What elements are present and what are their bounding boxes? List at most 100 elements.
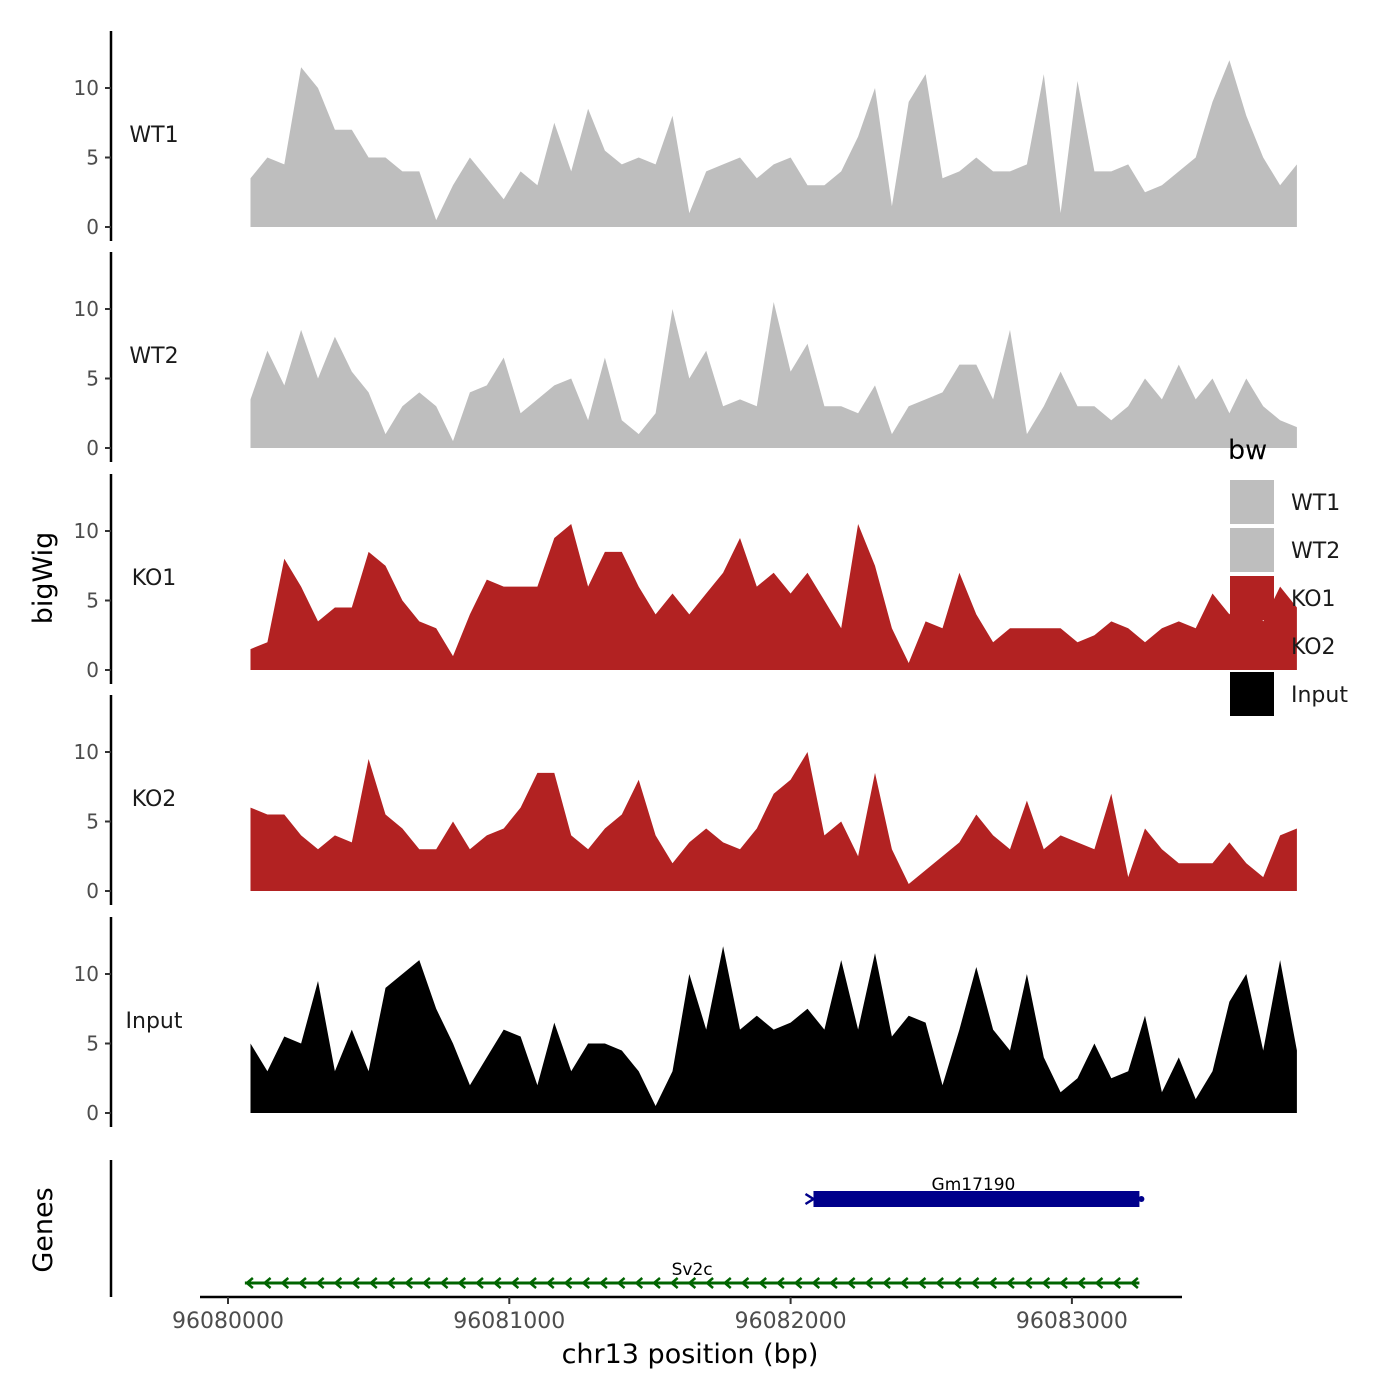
y-tick-label: 0 (86, 1101, 99, 1125)
strand-arrow (298, 1277, 307, 1289)
legend-label-input: Input (1291, 683, 1348, 708)
strand-arrow (652, 1277, 661, 1289)
y-tick-label: 10 (74, 76, 99, 100)
strand-arrow (545, 1277, 555, 1289)
strand-arrow (510, 1277, 520, 1289)
strand-arrow (758, 1277, 767, 1289)
genes-axis-title: Genes (28, 1187, 59, 1272)
legend: bw WT1 WT2 KO1 KO2 Input (1228, 435, 1348, 716)
strand-arrow (528, 1277, 537, 1289)
strand-arrow (1129, 1277, 1139, 1289)
coverage-area-wt1 (250, 60, 1297, 228)
coverage-panels: 0 5 10 WT1 0 5 10 WT2 0 5 10 KO1 0 5 10 KO2 0 5 10 Input (74, 31, 1297, 1127)
legend-label-ko1: KO1 (1291, 587, 1336, 612)
x-tick-label: 96083000 (1016, 1309, 1128, 1334)
strand-arrow (970, 1277, 980, 1289)
y-tick-label: 5 (86, 1032, 99, 1056)
x-axis: 96080000 96081000 96082000 96083000 (172, 1295, 1182, 1334)
strand-arrow (722, 1277, 732, 1289)
legend-title: bw (1228, 435, 1267, 466)
strand-arrow (581, 1277, 590, 1289)
gene-gm17190: Gm17190 (804, 1175, 1145, 1207)
strand-arrow (280, 1277, 290, 1289)
panel-ko1: 0 5 10 KO1 (74, 474, 1297, 684)
strand-arrow (740, 1277, 750, 1289)
x-axis-title: chr13 position (bp) (562, 1339, 819, 1370)
strand-arrow (1059, 1277, 1068, 1289)
y-axis-title: bigWig (28, 532, 59, 625)
y-tick-label: 5 (86, 810, 99, 834)
track-label-wt1: WT1 (129, 123, 178, 148)
track-label-ko2: KO2 (132, 787, 177, 812)
legend-key-input (1230, 672, 1274, 716)
strand-arrow (1076, 1277, 1086, 1289)
track-label-wt2: WT2 (129, 344, 178, 369)
strand-arrow (917, 1277, 927, 1289)
y-tick-label: 5 (86, 146, 99, 170)
legend-key-ko2 (1230, 624, 1274, 668)
coverage-area-ko1 (250, 524, 1297, 670)
y-tick-label: 0 (86, 879, 99, 903)
strand-arrow (899, 1277, 909, 1289)
y-tick-label: 5 (86, 589, 99, 613)
panel-wt1: 0 5 10 WT1 (74, 31, 1297, 241)
strand-arrow (315, 1277, 325, 1289)
genes-panel: Sv2c Gm17190 (109, 1160, 1145, 1297)
strand-arrow (244, 1277, 254, 1289)
strand-arrow (351, 1277, 360, 1289)
strand-arrow (988, 1277, 998, 1289)
coverage-area-wt2 (250, 302, 1297, 448)
strand-arrow (935, 1277, 944, 1289)
strand-arrow (846, 1277, 856, 1289)
panel-wt2: 0 5 10 WT2 (74, 252, 1297, 462)
legend-label-wt2: WT2 (1291, 539, 1340, 564)
strand-arrow (368, 1277, 378, 1289)
strand-arrow (616, 1277, 626, 1289)
strand-arrow (1006, 1277, 1015, 1289)
y-tick-label: 10 (74, 740, 99, 764)
strand-arrow (1112, 1277, 1121, 1289)
y-tick-label: 10 (74, 962, 99, 986)
legend-label-wt1: WT1 (1291, 491, 1340, 516)
gene-label: Sv2c (672, 1260, 713, 1280)
coverage-area-ko2 (250, 752, 1297, 891)
strand-arrow (793, 1277, 803, 1289)
track-label-input: Input (126, 1009, 183, 1034)
strand-arrow (404, 1277, 413, 1289)
strand-arrow (262, 1277, 272, 1289)
strand-arrow (687, 1277, 697, 1289)
strand-arrow (439, 1277, 449, 1289)
y-tick-label: 10 (74, 519, 99, 543)
strand-arrow (829, 1277, 838, 1289)
coverage-area-input (250, 946, 1297, 1113)
strand-arrow (598, 1277, 608, 1289)
strand-arrow (421, 1277, 431, 1289)
gene-end-cap (1138, 1196, 1145, 1202)
strand-arrow (1023, 1277, 1033, 1289)
strand-arrow (864, 1277, 874, 1289)
strand-arrow (563, 1277, 573, 1289)
track-label-ko1: KO1 (132, 566, 177, 591)
y-tick-label: 0 (86, 658, 99, 682)
strand-arrow (492, 1277, 502, 1289)
legend-key-wt2 (1230, 528, 1274, 572)
panel-ko2: 0 5 10 KO2 (74, 695, 1297, 905)
legend-label-ko2: KO2 (1291, 635, 1336, 660)
strand-arrow (952, 1277, 962, 1289)
x-tick-label: 96082000 (735, 1309, 847, 1334)
strand-arrow (457, 1277, 467, 1289)
strand-arrow (882, 1277, 891, 1289)
gene-sv2c: Sv2c (244, 1260, 1140, 1289)
strand-arrow (669, 1277, 679, 1289)
strand-arrow (1094, 1277, 1104, 1289)
strand-arrow (386, 1277, 396, 1289)
strand-arrow (333, 1277, 343, 1289)
y-tick-label: 0 (86, 436, 99, 460)
legend-key-ko1 (1230, 576, 1274, 620)
x-tick-label: 96081000 (453, 1309, 565, 1334)
strand-arrow (1041, 1277, 1051, 1289)
strand-arrow (775, 1277, 785, 1289)
y-tick-label: 10 (74, 297, 99, 321)
legend-key-wt1 (1230, 480, 1274, 524)
gene-label: Gm17190 (932, 1175, 1016, 1195)
